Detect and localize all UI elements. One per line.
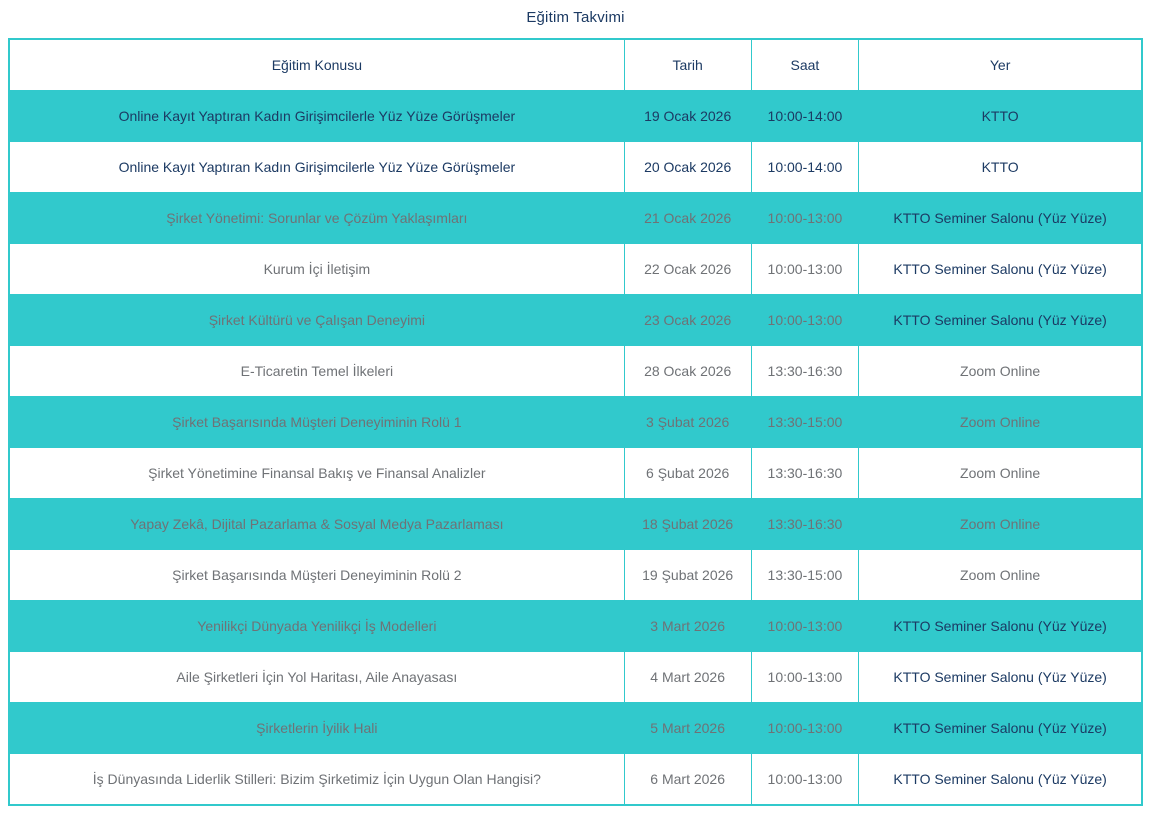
topic-cell: Kurum İçi İletişim: [8, 243, 625, 295]
time-cell: 10:00-13:00: [750, 651, 860, 703]
page-title: Eğitim Takvimi: [526, 9, 625, 26]
time-cell: 10:00-13:00: [750, 243, 860, 295]
place-cell: KTTO Seminer Salonu (Yüz Yüze): [858, 702, 1143, 754]
place-cell: Zoom Online: [858, 498, 1143, 550]
date-cell: 6 Mart 2026: [623, 753, 752, 806]
table-row: Yenilikçi Dünyada Yenilikçi İş Modelleri…: [8, 600, 1143, 652]
date-cell: 19 Ocak 2026: [623, 90, 752, 142]
topic-cell: Online Kayıt Yaptıran Kadın Girişimciler…: [8, 90, 625, 142]
date-cell: 21 Ocak 2026: [623, 192, 752, 244]
time-cell: 13:30-15:00: [750, 396, 860, 448]
place-cell: KTTO Seminer Salonu (Yüz Yüze): [858, 243, 1143, 295]
table-row: Aile Şirketleri İçin Yol Haritası, Aile …: [8, 651, 1143, 703]
header-date: Tarih: [623, 38, 752, 91]
table-row: İş Dünyasında Liderlik Stilleri: Bizim Ş…: [8, 753, 1143, 806]
time-cell: 13:30-15:00: [750, 549, 860, 601]
table-row: Yapay Zekâ, Dijital Pazarlama & Sosyal M…: [8, 498, 1143, 550]
time-cell: 10:00-13:00: [750, 294, 860, 346]
time-cell: 10:00-13:00: [750, 192, 860, 244]
time-cell: 10:00-13:00: [750, 600, 860, 652]
time-cell: 10:00-13:00: [750, 753, 860, 806]
topic-cell: Şirket Yönetimine Finansal Bakış ve Fina…: [8, 447, 625, 499]
topic-cell: E-Ticaretin Temel İlkeleri: [8, 345, 625, 397]
time-cell: 10:00-14:00: [750, 90, 860, 142]
date-cell: 3 Şubat 2026: [623, 396, 752, 448]
place-cell: KTTO Seminer Salonu (Yüz Yüze): [858, 192, 1143, 244]
time-cell: 13:30-16:30: [750, 498, 860, 550]
place-cell: KTTO Seminer Salonu (Yüz Yüze): [858, 753, 1143, 806]
time-cell: 10:00-13:00: [750, 702, 860, 754]
topic-cell: Şirket Yönetimi: Sorunlar ve Çözüm Yakla…: [8, 192, 625, 244]
topic-cell: Şirket Kültürü ve Çalışan Deneyimi: [8, 294, 625, 346]
place-cell: KTTO: [858, 90, 1143, 142]
table-row: Şirket Başarısında Müşteri Deneyiminin R…: [8, 396, 1143, 448]
table-row: Şirket Başarısında Müşteri Deneyiminin R…: [8, 549, 1143, 601]
place-cell: Zoom Online: [858, 345, 1143, 397]
time-cell: 10:00-14:00: [750, 141, 860, 193]
date-cell: 3 Mart 2026: [623, 600, 752, 652]
date-cell: 18 Şubat 2026: [623, 498, 752, 550]
date-cell: 5 Mart 2026: [623, 702, 752, 754]
topic-cell: Şirket Başarısında Müşteri Deneyiminin R…: [8, 396, 625, 448]
date-cell: 22 Ocak 2026: [623, 243, 752, 295]
header-place: Yer: [858, 38, 1143, 91]
place-cell: Zoom Online: [858, 549, 1143, 601]
place-cell: KTTO: [858, 141, 1143, 193]
table-header: Eğitim Konusu Tarih Saat Yer: [8, 38, 1143, 91]
date-cell: 20 Ocak 2026: [623, 141, 752, 193]
table-row: E-Ticaretin Temel İlkeleri 28 Ocak 2026 13…: [8, 345, 1143, 397]
time-cell: 13:30-16:30: [750, 345, 860, 397]
place-cell: Zoom Online: [858, 396, 1143, 448]
date-cell: 28 Ocak 2026: [623, 345, 752, 397]
topic-cell: Şirketlerin İyilik Hali: [8, 702, 625, 754]
time-cell: 13:30-16:30: [750, 447, 860, 499]
place-cell: KTTO Seminer Salonu (Yüz Yüze): [858, 600, 1143, 652]
table-row: Online Kayıt Yaptıran Kadın Girişimciler…: [8, 141, 1143, 193]
date-cell: 19 Şubat 2026: [623, 549, 752, 601]
place-cell: KTTO Seminer Salonu (Yüz Yüze): [858, 651, 1143, 703]
topic-cell: Şirket Başarısında Müşteri Deneyiminin R…: [8, 549, 625, 601]
header-time: Saat: [750, 38, 860, 91]
header-row: Eğitim Konusu Tarih Saat Yer: [8, 38, 1143, 91]
topic-cell: Aile Şirketleri İçin Yol Haritası, Aile …: [8, 651, 625, 703]
table-row: Şirketlerin İyilik Hali 5 Mart 2026 10:00-…: [8, 702, 1143, 754]
topic-cell: İş Dünyasında Liderlik Stilleri: Bizim Ş…: [8, 753, 625, 806]
table-row: Kurum İçi İletişim 22 Ocak 2026 10:00-13:0…: [8, 243, 1143, 295]
table-row: Online Kayıt Yaptıran Kadın Girişimciler…: [8, 90, 1143, 142]
table-row: Şirket Kültürü ve Çalışan Deneyimi 23 Oca…: [8, 294, 1143, 346]
place-cell: Zoom Online: [858, 447, 1143, 499]
schedule-body: Online Kayıt Yaptıran Kadın Girişimciler…: [8, 90, 1143, 806]
place-cell: KTTO Seminer Salonu (Yüz Yüze): [858, 294, 1143, 346]
header-topic: Eğitim Konusu: [8, 38, 625, 91]
table-row: Şirket Yönetimi: Sorunlar ve Çözüm Yakla…: [8, 192, 1143, 244]
date-cell: 6 Şubat 2026: [623, 447, 752, 499]
topic-cell: Online Kayıt Yaptıran Kadın Girişimciler…: [8, 141, 625, 193]
training-schedule-table: Eğitim Konusu Tarih Saat Yer Online Kayı…: [8, 38, 1143, 806]
date-cell: 23 Ocak 2026: [623, 294, 752, 346]
table-row: Şirket Yönetimine Finansal Bakış ve Fina…: [8, 447, 1143, 499]
topic-cell: Yenilikçi Dünyada Yenilikçi İş Modelleri: [8, 600, 625, 652]
date-cell: 4 Mart 2026: [623, 651, 752, 703]
topic-cell: Yapay Zekâ, Dijital Pazarlama & Sosyal M…: [8, 498, 625, 550]
